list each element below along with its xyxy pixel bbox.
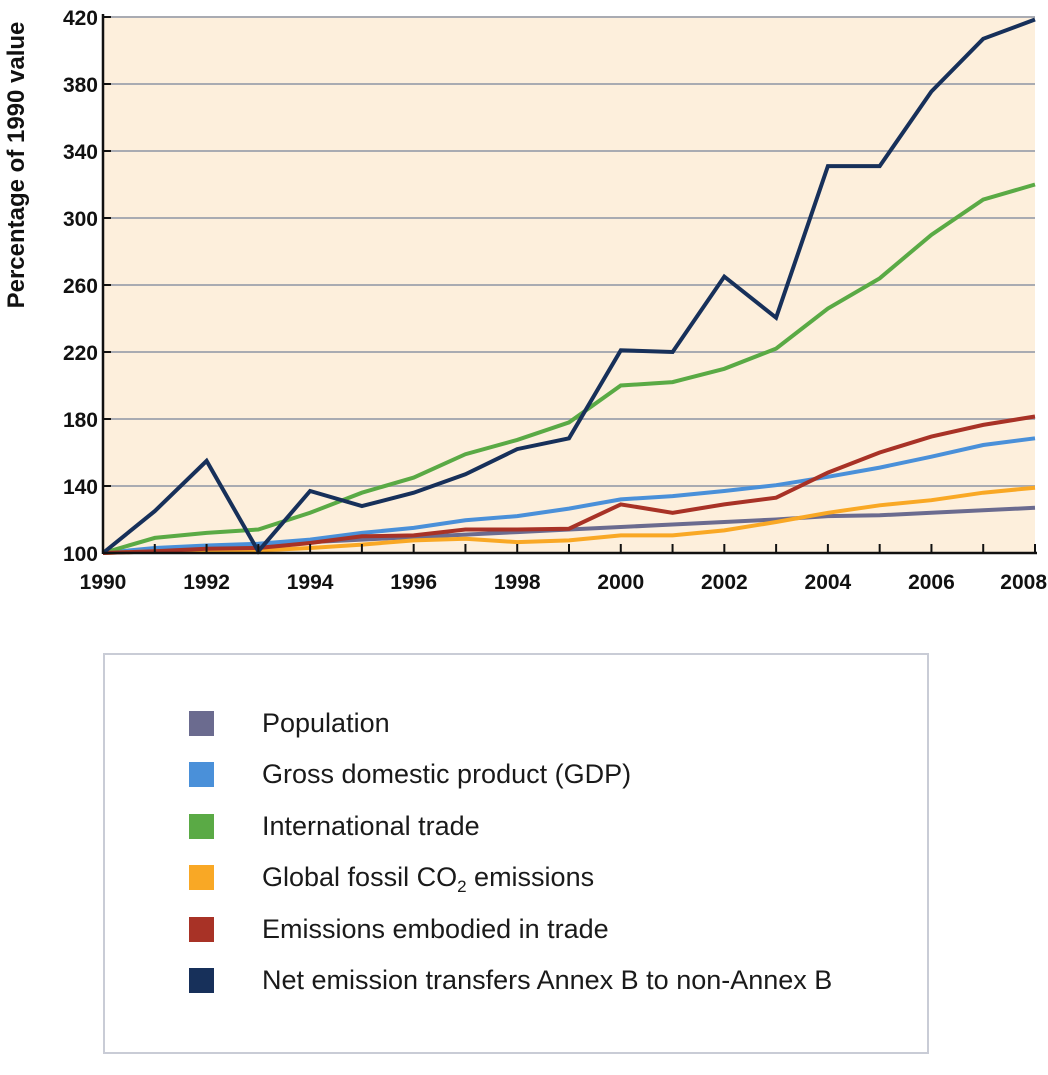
gridlines — [103, 16, 1035, 487]
x-tick-label: 2000 — [597, 571, 644, 594]
y-tick-labels: 100 140 180 220 260 300 340 380 420 — [63, 7, 98, 566]
legend-item: International trade — [189, 806, 480, 846]
legend-label-text: International trade — [262, 810, 480, 841]
legend-label: Gross domestic product (GDP) — [262, 759, 631, 790]
x-tick-label: 2006 — [908, 571, 955, 594]
legend-label-tail: emissions — [466, 862, 595, 892]
x-tick-labels: 1990 1992 1994 1996 1998 2000 2002 2004 2006 2008 — [80, 571, 1048, 594]
legend: Population Gross domestic product (GDP) In… — [103, 653, 929, 1054]
axes — [101, 14, 1037, 555]
legend-swatch — [189, 865, 214, 890]
x-tick-label: 1992 — [183, 571, 230, 594]
y-tick-label: 100 — [63, 543, 98, 566]
legend-label: Net emission transfers Annex B to non-An… — [262, 965, 832, 996]
x-tick-label: 2004 — [805, 571, 852, 594]
x-tick-label: 1996 — [390, 571, 437, 594]
legend-label: International trade — [262, 811, 480, 842]
y-tick-label: 260 — [63, 275, 98, 298]
x-tick-label: 2008 — [1000, 571, 1047, 594]
y-tick-label: 420 — [63, 7, 98, 30]
legend-item: Global fossil CO2 emissions — [189, 858, 594, 898]
x-tick-label: 1994 — [287, 571, 334, 594]
y-tick-label: 220 — [63, 342, 98, 365]
legend-item: Gross domestic product (GDP) — [189, 755, 631, 795]
legend-label-subscript: 2 — [457, 877, 467, 896]
legend-swatch — [189, 813, 214, 839]
legend-item: Emissions embodied in trade — [189, 909, 609, 949]
legend-swatch — [189, 710, 214, 736]
series-line-gross-domestic-product-gdp- — [102, 436, 1036, 555]
series-line-international-trade — [102, 182, 1036, 555]
legend-swatch — [189, 762, 214, 787]
line-chart: 100 140 180 220 260 300 340 380 420 1990 1992 1994… — [3, 7, 1048, 594]
legend-label-text: Gross domestic product (GDP) — [262, 759, 632, 789]
x-tick-label: 2002 — [701, 571, 748, 594]
legend-swatch — [189, 916, 214, 942]
y-tick-label: 140 — [63, 476, 98, 499]
legend-label: Global fossil CO2 emissions — [262, 862, 595, 896]
x-tick-label: 1998 — [494, 571, 541, 594]
y-tick-label: 180 — [63, 409, 98, 432]
y-tick-label: 300 — [63, 208, 98, 231]
y-axis-label: Percentage of 1990 value — [3, 22, 30, 309]
legend-label: Population — [262, 708, 390, 739]
legend-label-text: Population — [262, 707, 390, 738]
legend-label-text: Emissions embodied in trade — [262, 913, 609, 944]
x-tick-label: 1990 — [80, 571, 127, 594]
legend-item: Population — [189, 703, 390, 743]
legend-item: Net emission transfers Annex B to non-An… — [189, 961, 832, 1001]
legend-label-text: Net emission transfers Annex B to non-An… — [262, 965, 833, 995]
legend-label-text: Global fossil CO — [262, 862, 458, 892]
legend-swatch — [189, 968, 214, 993]
y-tick-label: 380 — [63, 74, 98, 97]
legend-label: Emissions embodied in trade — [262, 914, 609, 945]
y-tick-label: 340 — [63, 141, 98, 164]
